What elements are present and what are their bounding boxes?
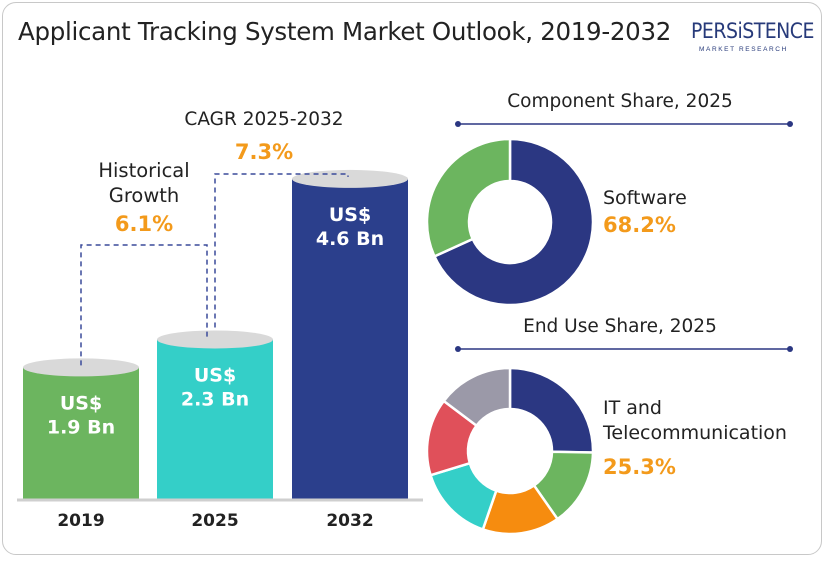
donut-title: End Use Share, 2025 [523,316,717,337]
rule-dot-right [787,121,793,127]
donut-slice-0 [432,137,595,307]
infographic-frame: Applicant Tracking System Market Outlook… [2,2,822,555]
bar-2025 [157,339,273,500]
rule-dot-left [455,346,461,352]
rule-dot-left [455,121,461,127]
x-tick-label: 2019 [57,511,104,531]
cagr-label: CAGR 2025-2032 [184,109,343,130]
bar-2019 [23,367,139,500]
donut-slice-0 [508,366,595,454]
historical-connector [80,244,208,366]
donut-highlight-label: IT and Telecommunication [602,397,787,444]
bar-top-2019 [23,358,139,377]
bar-top-2025 [157,330,273,349]
bar-value-label: US$ 4.6 Bn [316,204,384,250]
page-title: Applicant Tracking System Market Outlook… [18,17,672,46]
bar-value-label: US$ 2.3 Bn [181,364,249,410]
x-tick-label: 2025 [191,511,238,531]
donut-slice-1 [425,137,512,259]
rule-dot-right [787,346,793,352]
cagr-connector [214,173,349,328]
donut-highlight-value: 25.3% [603,455,676,479]
bar-value-label: US$ 1.9 Bn [47,392,115,438]
bar-2032 [292,178,408,501]
cagr-value: 7.3% [235,140,293,164]
donut-title: Component Share, 2025 [507,91,733,112]
donut-slice-5 [442,366,512,428]
historical-value: 6.1% [115,212,173,236]
donut-highlight-label: Software [603,187,687,209]
chart-canvas: US$ 1.9 Bn US$ 2.3 Bn US$ 4.6 Bn 2019 2025 2032 H… [17,91,793,536]
brand-logo: PERSiSTENCE MARKET RESEARCH [691,15,814,65]
logo-wordmark: PERSiSTENCE [691,19,814,43]
x-tick-label: 2032 [326,511,373,531]
logo-tagline: MARKET RESEARCH [699,46,788,53]
donut-highlight-value: 68.2% [603,213,676,237]
bar-top-2032 [292,169,408,188]
historical-label: Historical Growth [98,159,189,207]
